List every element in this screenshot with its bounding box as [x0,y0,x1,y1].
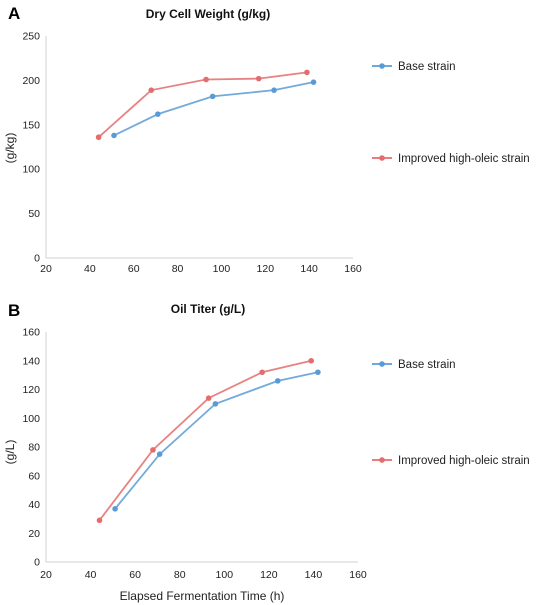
data-point-base-a [155,111,161,117]
data-point-base-b [315,369,321,376]
y-tick-label-b: 100 [22,413,40,425]
data-point-base-a [111,132,117,139]
panel-letter-a: A [8,4,20,23]
data-point-improved-a [95,134,102,141]
legend-label-improved-a: Improved high-oleic strain [398,153,530,165]
data-point-base-a [209,93,216,100]
y-tick-label-b: 40 [28,499,40,511]
chart-title-b: Oil Titer (g/L) [171,302,245,316]
x-tick-label-a: 80 [172,263,184,275]
y-tick-label-a: 150 [22,119,40,131]
data-point-base-b [112,506,118,512]
x-tick-label-a: 40 [84,263,96,275]
x-tick-label-a: 120 [257,263,275,275]
data-point-improved-b [150,447,156,453]
x-tick-label-a: 20 [40,263,52,275]
panel-a: A Dry Cell Weight (g/kg) (g/kg) 0 50 100 15… [3,4,530,275]
legend-label-base-a: Base strain [398,61,456,73]
y-tick-label-a: 50 [28,208,40,220]
legend-label-base-b: Base strain [398,359,456,371]
data-point-improved-b [205,395,212,401]
data-point-improved-b [96,517,103,524]
data-point-base-b [212,401,219,407]
y-tick-label-a: 0 [34,253,40,265]
y-tick-label-b: 20 [28,528,40,540]
legend-label-improved-b: Improved high-oleic strain [398,455,530,467]
x-tick-label-a: 60 [128,263,140,275]
y-tick-label-a: 100 [22,164,40,176]
data-point-improved-a [148,87,155,93]
data-point-improved-a [304,69,310,76]
x-tick-label-b: 140 [305,569,323,581]
series-line-base-b [114,371,319,510]
legend-marker-base-a [379,63,385,69]
chart-title-a: Dry Cell Weight (g/kg) [146,7,270,21]
y-tick-label-b: 120 [22,384,40,396]
x-tick-label-b: 40 [85,569,97,581]
y-tick-label-b: 0 [34,557,40,569]
y-tick-label-b: 140 [22,355,40,367]
x-tick-label-b: 160 [349,569,367,581]
data-point-base-b [274,378,281,384]
y-tick-label-a: 250 [22,31,40,43]
x-tick-label-a: 160 [344,263,362,275]
series-line-improved-b [98,359,312,521]
y-axis-label-b: (g/L) [3,440,17,465]
data-point-base-a [310,79,317,85]
data-point-improved-b [259,369,265,376]
x-tick-label-a: 140 [300,263,318,275]
data-point-improved-a [203,76,209,83]
x-tick-label-b: 80 [174,569,186,581]
x-tick-label-b: 60 [129,569,141,581]
y-tick-label-b: 60 [28,470,40,482]
data-point-base-a [271,87,277,93]
data-point-improved-b [308,357,315,364]
y-tick-label-b: 160 [22,327,40,339]
y-tick-label-b: 80 [28,442,40,454]
x-axis-label-b: Elapsed Fermentation Time (h) [120,589,285,603]
legend-marker-improved-a [379,155,385,161]
panel-letter-b: B [8,301,20,320]
panel-b: B Oil Titer (g/L) (g/L) Elapsed Fermenta… [3,301,530,603]
data-point-improved-a [255,75,262,82]
legend-marker-base-b [379,361,385,367]
x-tick-label-b: 20 [40,569,52,581]
x-tick-label-b: 100 [216,569,234,581]
data-point-base-b [156,451,163,457]
x-tick-label-b: 120 [260,569,278,581]
series-line-base-a [113,81,314,137]
y-axis-label-a: (g/kg) [3,133,17,164]
legend-marker-improved-b [379,457,385,463]
y-tick-label-a: 200 [22,75,40,87]
x-tick-label-a: 100 [213,263,231,275]
